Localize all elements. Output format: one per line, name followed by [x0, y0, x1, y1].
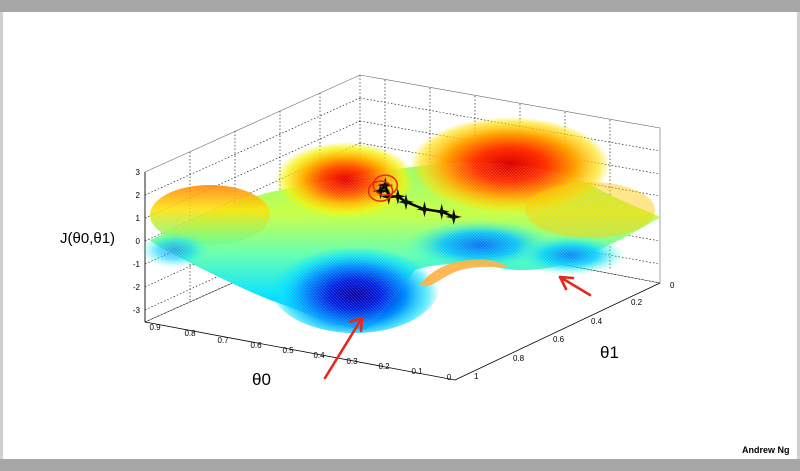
y-axis-label: θ1	[600, 343, 619, 362]
x-axis-label: θ0	[252, 370, 271, 389]
y-tick: 0.2	[631, 298, 643, 307]
descent-step-marker	[433, 203, 450, 220]
y-tick: 0.6	[553, 335, 565, 344]
right-edge	[797, 12, 800, 459]
x-tick: 0.1	[411, 367, 423, 376]
x-tick: 0.7	[217, 336, 229, 345]
z-tick: -2	[133, 283, 141, 292]
descent-step-marker	[372, 183, 389, 200]
y-tick: 0.8	[513, 354, 525, 363]
descent-step-marker	[398, 193, 414, 210]
z-tick: 1	[136, 214, 141, 223]
x-tick: 0.8	[184, 329, 196, 338]
z-tick: 2	[136, 191, 141, 200]
y-axis-ticks: 0 0.2 0.4 0.6 0.8 1	[474, 281, 675, 381]
descent-step-marker	[445, 208, 462, 225]
descent-path	[372, 177, 462, 225]
z-tick: -3	[133, 306, 141, 315]
x-tick: 0.9	[149, 323, 161, 332]
x-tick: 0.2	[378, 362, 390, 371]
z-axis-label: J(θ0,θ1)	[60, 230, 115, 247]
x-tick: 0.3	[346, 357, 358, 366]
x-axis-ticks: 0.9 0.8 0.7 0.6 0.5 0.4 0.3 0.2 0.1 0	[149, 323, 451, 382]
highlight-circle	[367, 180, 394, 202]
annotations	[323, 174, 592, 380]
z-tick: 0	[136, 237, 141, 246]
x-tick: 0	[447, 373, 452, 382]
z-tick: 3	[136, 168, 141, 177]
pointer-arrow	[558, 275, 592, 297]
z-axis-ticks: 3 2 1 0 -1 -2 -3	[133, 168, 141, 315]
ridge-front	[420, 259, 510, 287]
credit: Andrew Ng	[742, 445, 790, 455]
descent-step-marker	[380, 188, 397, 205]
highlight-circle	[372, 174, 399, 196]
y-tick: 0.4	[591, 317, 603, 326]
y-tick: 1	[474, 372, 479, 381]
y-tick: 0	[670, 281, 675, 290]
z-tick: -1	[133, 260, 141, 269]
pointer-arrow	[323, 316, 364, 380]
top-bar	[0, 0, 800, 12]
descent-step-marker	[416, 201, 433, 218]
x-tick: 0.5	[282, 346, 294, 355]
cost-surface	[140, 117, 660, 333]
x-tick: 0.4	[313, 351, 325, 360]
descent-step-marker	[389, 188, 406, 205]
left-edge	[0, 12, 3, 459]
descent-step-marker	[377, 177, 394, 194]
x-tick: 0.6	[250, 341, 262, 350]
bottom-bar	[0, 459, 800, 471]
